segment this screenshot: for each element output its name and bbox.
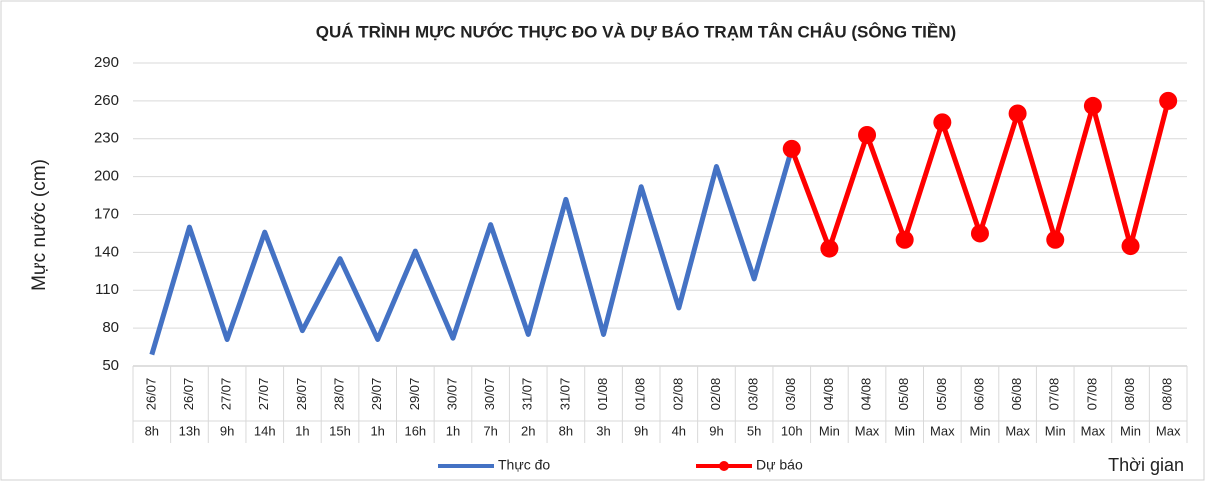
y-tick-label: 110 <box>95 281 119 298</box>
x-tick-sublabel: Max <box>1005 423 1030 438</box>
x-tick-sublabel: Min <box>1120 423 1141 438</box>
x-tick-label: 26/07 <box>143 378 158 411</box>
x-tick-label: 27/07 <box>256 378 271 411</box>
x-tick-sublabel: 15h <box>329 423 351 438</box>
legend-marker <box>719 461 729 471</box>
x-tick-sublabel: 13h <box>179 423 201 438</box>
point-marker <box>820 239 839 258</box>
x-tick-sublabel: Max <box>930 423 955 438</box>
x-tick-label: 04/08 <box>821 378 836 411</box>
x-tick-sublabel: 8h <box>145 423 159 438</box>
x-tick-label: 01/08 <box>633 378 648 411</box>
x-tick-sublabel: 7h <box>483 423 497 438</box>
y-tick-label: 230 <box>94 130 119 147</box>
y-tick-label: 80 <box>102 319 119 336</box>
x-tick-label: 03/08 <box>783 378 798 411</box>
point-marker <box>1083 96 1102 115</box>
x-tick-label: 07/08 <box>1084 378 1099 411</box>
x-tick-label: 08/08 <box>1122 378 1137 411</box>
y-tick-label: 140 <box>94 243 119 260</box>
x-tick-sublabel: 5h <box>747 423 761 438</box>
x-tick-label: 26/07 <box>181 378 196 411</box>
x-axis-title: Thời gian <box>1108 455 1184 475</box>
x-tick-sublabel: 10h <box>781 423 803 438</box>
x-tick-label: 02/08 <box>670 378 685 411</box>
point-marker <box>1121 237 1140 256</box>
x-tick-label: 30/07 <box>482 378 497 411</box>
point-marker <box>1046 230 1065 249</box>
x-tick-label: 07/08 <box>1047 378 1062 411</box>
x-tick-label: 06/08 <box>971 378 986 411</box>
x-tick-sublabel: 9h <box>220 423 234 438</box>
x-tick-sublabel: 14h <box>254 423 276 438</box>
point-marker <box>933 113 952 132</box>
x-tick-sublabel: 2h <box>521 423 535 438</box>
x-tick-sublabel: 8h <box>559 423 573 438</box>
x-tick-label: 27/07 <box>219 378 234 411</box>
legend-label: Thực đo <box>498 457 550 473</box>
x-tick-sublabel: Max <box>855 423 880 438</box>
x-tick-sublabel: Min <box>1045 423 1066 438</box>
x-tick-sublabel: 16h <box>404 423 426 438</box>
x-tick-label: 03/08 <box>746 378 761 411</box>
x-tick-sublabel: 1h <box>446 423 460 438</box>
point-marker <box>782 139 801 158</box>
x-tick-sublabel: 3h <box>596 423 610 438</box>
point-marker <box>1159 91 1178 110</box>
x-tick-sublabel: 1h <box>295 423 309 438</box>
x-tick-sublabel: 9h <box>634 423 648 438</box>
point-marker <box>895 230 914 249</box>
series-line <box>149 148 795 356</box>
x-tick-sublabel: 4h <box>672 423 686 438</box>
y-tick-label: 170 <box>94 205 119 222</box>
x-tick-label: 29/07 <box>407 378 422 411</box>
x-tick-sublabel: Min <box>819 423 840 438</box>
x-tick-label: 04/08 <box>858 378 873 411</box>
x-tick-label: 08/08 <box>1160 378 1175 411</box>
x-tick-label: 05/08 <box>896 378 911 411</box>
x-tick-label: 31/07 <box>557 378 572 411</box>
x-tick-sublabel: 9h <box>709 423 723 438</box>
x-tick-label: 05/08 <box>934 378 949 411</box>
y-tick-label: 50 <box>102 357 119 374</box>
y-tick-label: 290 <box>94 54 119 71</box>
x-tick-label: 06/08 <box>1009 378 1024 411</box>
point-marker <box>970 224 989 243</box>
x-tick-label: 30/07 <box>444 378 459 411</box>
x-tick-label: 28/07 <box>331 378 346 411</box>
x-tick-sublabel: 1h <box>370 423 384 438</box>
y-tick-label: 260 <box>94 92 119 109</box>
x-tick-label: 02/08 <box>708 378 723 411</box>
point-marker <box>858 125 877 144</box>
point-marker <box>1008 104 1027 123</box>
x-tick-sublabel: Max <box>1081 423 1106 438</box>
x-tick-sublabel: Min <box>969 423 990 438</box>
x-tick-label: 29/07 <box>369 378 384 411</box>
x-tick-label: 31/07 <box>520 378 535 411</box>
x-tick-label: 01/08 <box>595 378 610 411</box>
x-tick-label: 28/07 <box>294 378 309 411</box>
legend-label: Dự báo <box>756 457 803 473</box>
y-tick-label: 200 <box>94 168 119 185</box>
x-tick-sublabel: Min <box>894 423 915 438</box>
x-tick-sublabel: Max <box>1156 423 1181 438</box>
chart-title: QUÁ TRÌNH MỰC NƯỚC THỰC ĐO VÀ DỰ BÁO TRẠ… <box>316 22 956 41</box>
y-axis-title: Mực nước (cm) <box>29 159 50 291</box>
